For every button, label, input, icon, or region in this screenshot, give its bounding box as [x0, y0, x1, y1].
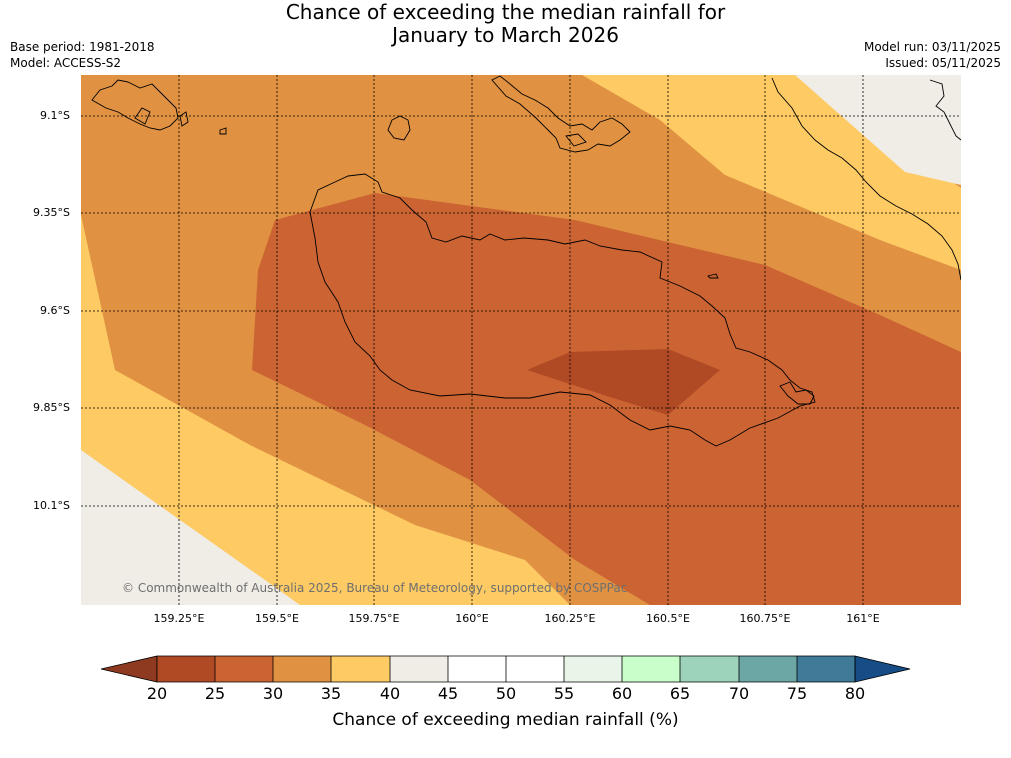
colorbar-title: Chance of exceeding median rainfall (%): [332, 710, 679, 730]
marau-islets-coastline: [779, 381, 815, 405]
longitude-label: 160.25°E: [544, 612, 596, 625]
latitude-label: 10.1°S: [33, 499, 70, 512]
issued-label: Issued: 05/11/2025: [885, 56, 1001, 70]
latitude-label: 9.6°S: [40, 304, 70, 317]
colorbar-swatch-30-35: [273, 656, 331, 682]
islet-coastline: [707, 273, 719, 279]
probability-band-40-45-northeast: [795, 75, 961, 185]
model-run-label: Model run: 03/11/2025: [863, 40, 1001, 54]
florida-islands-coastline: [91, 79, 179, 131]
colorbar-swatch-55-60: [564, 656, 622, 682]
colorbar-tick-label: 30: [262, 684, 284, 703]
colorbar-swatch-20-25: [157, 656, 215, 682]
longitude-label: 159.5°E: [255, 612, 299, 625]
colorbar-tick-label: 75: [786, 684, 808, 703]
colorbar-swatch-60-65: [622, 656, 680, 682]
map-title-line-2: January to March 2026: [392, 23, 619, 47]
map-plot-area: [81, 75, 961, 605]
probability-band-25-30: [252, 193, 961, 605]
longitude-label: 160.5°E: [646, 612, 690, 625]
colorbar-tick-label: 80: [844, 684, 866, 703]
colorbar-swatch-45-50: [448, 656, 506, 682]
colorbar-tick-label: 25: [204, 684, 226, 703]
malaita-southwest-coastline: [491, 75, 631, 153]
savo-island-coastline: [387, 115, 411, 141]
colorbar-tick-label: 50: [495, 684, 517, 703]
guadalcanal-coastline: [309, 173, 816, 447]
graticule: [81, 75, 961, 605]
colorbar-swatch-70-75: [739, 656, 797, 682]
colorbar-under-arrow: [100, 655, 158, 683]
base-period-label: Base period: 1981-2018: [10, 40, 155, 54]
coastlines: [91, 75, 961, 447]
colorbar-swatch-25-30: [215, 656, 273, 682]
longitude-label: 159.75°E: [348, 612, 400, 625]
malaita-coastline: [771, 77, 961, 281]
malaita-islet-coastline: [565, 133, 587, 147]
latitude-label: 9.35°S: [33, 206, 70, 219]
colorbar-over-arrow: [854, 655, 911, 683]
longitude-label: 159.25°E: [153, 612, 205, 625]
island-coastline-northeast: [929, 79, 961, 141]
longitude-label: 161°E: [846, 612, 880, 625]
colorbar-tick-label: 35: [320, 684, 342, 703]
colorbar-tick-label: 70: [728, 684, 750, 703]
colorbar-swatch-75-80: [797, 656, 855, 682]
latitude-label: 9.1°S: [40, 109, 70, 122]
probability-band-20-25: [527, 349, 720, 415]
longitude-label: 160°E: [455, 612, 489, 625]
latitude-label: 9.85°S: [33, 401, 70, 414]
colorbar-tick-label: 40: [379, 684, 401, 703]
probability-band-35-40-southwest: [81, 215, 570, 605]
small-island-coastline: [179, 111, 189, 127]
colorbar-tick-label: 60: [611, 684, 633, 703]
map-metadata-right: Model run: 03/11/2025 Issued: 05/11/2025: [864, 39, 1001, 71]
colorbar-tick-label: 20: [146, 684, 168, 703]
florida-islands-inlet: [134, 107, 151, 125]
colorbar-swatch-40-45: [390, 656, 448, 682]
colorbar-swatch-50-55: [506, 656, 564, 682]
colorbar-swatch-65-70: [680, 656, 739, 682]
colorbar-tick-label: 55: [553, 684, 575, 703]
probability-band-40-45-southwest: [81, 450, 300, 605]
model-label: Model: ACCESS-S2: [10, 56, 122, 70]
colorbar-tick-label: 45: [437, 684, 459, 703]
longitude-label: 160.75°E: [739, 612, 791, 625]
map-title-line-1: Chance of exceeding the median rainfall …: [285, 0, 726, 24]
colorbar-swatch-35-40: [331, 656, 390, 682]
colorbar: [100, 655, 911, 683]
copyright-notice: © Commonwealth of Australia 2025, Bureau…: [122, 581, 627, 595]
colorbar-tick-label: 65: [669, 684, 691, 703]
small-island-coastline-2: [219, 127, 227, 135]
map-metadata-left: Base period: 1981-2018 Model: ACCESS-S2: [10, 39, 155, 71]
